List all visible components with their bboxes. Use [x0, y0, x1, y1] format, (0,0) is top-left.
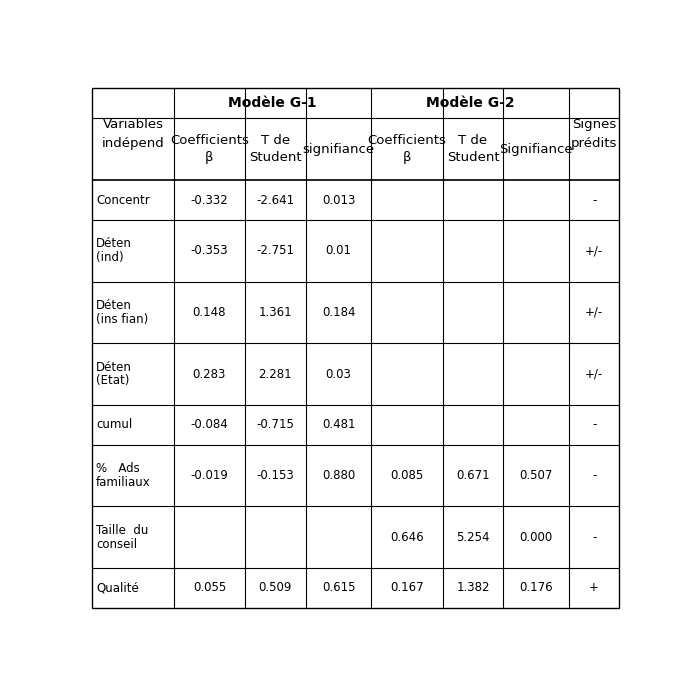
Text: signifiance: signifiance — [303, 143, 375, 156]
Text: +: + — [589, 582, 599, 595]
Text: 2.281: 2.281 — [258, 367, 292, 380]
Text: Déten: Déten — [96, 299, 132, 312]
Text: indépend: indépend — [101, 137, 164, 150]
Text: -: - — [592, 418, 596, 431]
Text: Concentr: Concentr — [96, 194, 150, 207]
Text: Déten: Déten — [96, 360, 132, 373]
Text: 0.03: 0.03 — [325, 367, 351, 380]
Text: Taille  du: Taille du — [96, 524, 149, 537]
Text: -: - — [592, 194, 596, 207]
Text: 5.254: 5.254 — [456, 531, 490, 544]
Text: 0.167: 0.167 — [390, 582, 424, 595]
Text: conseil: conseil — [96, 537, 137, 551]
Text: cumul: cumul — [96, 418, 132, 431]
Text: 0.646: 0.646 — [390, 531, 424, 544]
Text: 1.382: 1.382 — [456, 582, 490, 595]
Text: -0.019: -0.019 — [190, 469, 228, 482]
Text: 0.507: 0.507 — [520, 469, 553, 482]
Text: -0.353: -0.353 — [191, 245, 228, 257]
Text: prédits: prédits — [571, 137, 618, 150]
Text: (ins fian): (ins fian) — [96, 313, 148, 326]
Text: 0.880: 0.880 — [322, 469, 355, 482]
Text: 0.176: 0.176 — [519, 582, 553, 595]
Text: Déten: Déten — [96, 238, 132, 250]
Text: T de
Student: T de Student — [249, 134, 302, 164]
Text: 0.671: 0.671 — [456, 469, 490, 482]
Text: 1.361: 1.361 — [258, 306, 292, 319]
Text: (Etat): (Etat) — [96, 374, 129, 387]
Text: Coefficients
β: Coefficients β — [368, 134, 446, 164]
Text: 0.481: 0.481 — [322, 418, 355, 431]
Text: Qualité: Qualité — [96, 582, 139, 595]
Text: T de
Student: T de Student — [447, 134, 499, 164]
Text: 0.055: 0.055 — [193, 582, 226, 595]
Text: -: - — [592, 531, 596, 544]
Text: -0.084: -0.084 — [191, 418, 228, 431]
Text: 0.615: 0.615 — [322, 582, 355, 595]
Text: Signes: Signes — [572, 118, 616, 131]
Text: 0.01: 0.01 — [325, 245, 352, 257]
Text: Variables: Variables — [103, 118, 164, 131]
Text: Modèle G-2: Modèle G-2 — [426, 96, 515, 110]
Text: Modèle G-1: Modèle G-1 — [228, 96, 317, 110]
Text: 0.000: 0.000 — [520, 531, 553, 544]
Text: -0.332: -0.332 — [191, 194, 228, 207]
Text: (ind): (ind) — [96, 251, 124, 264]
Text: -0.153: -0.153 — [256, 469, 294, 482]
Text: familiaux: familiaux — [96, 476, 151, 489]
Text: +/-: +/- — [585, 367, 603, 380]
Text: 0.013: 0.013 — [322, 194, 355, 207]
Text: Coefficients
β: Coefficients β — [170, 134, 249, 164]
Text: 0.283: 0.283 — [193, 367, 226, 380]
Text: 0.148: 0.148 — [193, 306, 226, 319]
Text: -2.751: -2.751 — [256, 245, 294, 257]
Text: +/-: +/- — [585, 306, 603, 319]
Text: Signifiance: Signifiance — [500, 143, 573, 156]
Text: -0.715: -0.715 — [256, 418, 294, 431]
Text: +/-: +/- — [585, 245, 603, 257]
Text: -: - — [592, 469, 596, 482]
Text: %   Ads: % Ads — [96, 462, 139, 475]
Text: 0.085: 0.085 — [391, 469, 424, 482]
Text: 0.509: 0.509 — [259, 582, 292, 595]
Text: -2.641: -2.641 — [256, 194, 294, 207]
Text: 0.184: 0.184 — [322, 306, 355, 319]
